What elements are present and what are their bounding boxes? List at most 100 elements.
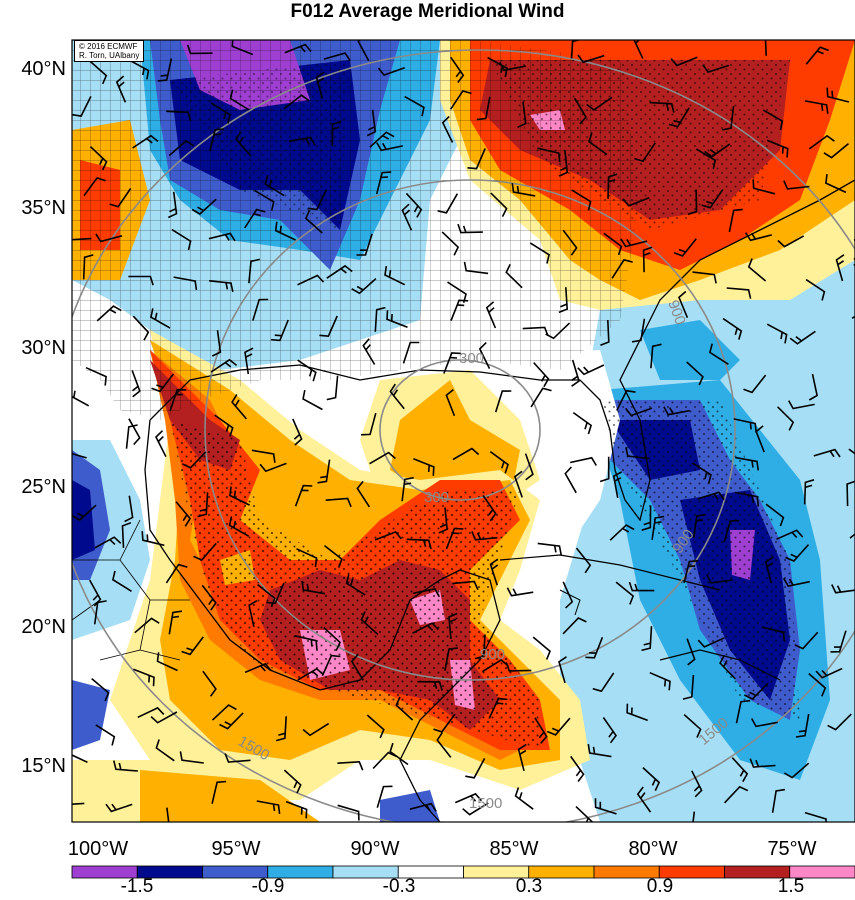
- credit-line-2: R. Torn, UAlbany: [79, 51, 140, 60]
- wind-barb: [697, 491, 725, 501]
- wind-barb: [256, 800, 281, 814]
- wind-barb: [384, 265, 406, 286]
- wind-barb: [437, 193, 459, 214]
- wind-barb: [545, 322, 571, 340]
- wind-barb: [482, 659, 509, 673]
- wind-barb: [789, 330, 816, 345]
- wind-barb: [600, 319, 610, 346]
- wind-barb: [402, 341, 420, 364]
- wind-barb: [485, 301, 497, 329]
- wind-barb: [95, 233, 123, 243]
- wind-barb: [728, 208, 743, 233]
- wind-barb: [612, 471, 622, 499]
- wind-barb: [389, 383, 405, 410]
- map-frame: [71, 39, 855, 823]
- wind-barb: [248, 600, 258, 627]
- wind-barb: [823, 142, 850, 159]
- wind-barb: [683, 560, 699, 584]
- wind-barb: [254, 189, 275, 211]
- wind-barb: [186, 44, 213, 55]
- wind-barb: [151, 373, 175, 393]
- wind-barb: [562, 229, 578, 256]
- wind-barb: [733, 418, 757, 433]
- wind-barb: [374, 306, 386, 332]
- wind-barb: [449, 90, 472, 110]
- wind-barb: [302, 389, 323, 411]
- wind-barb: [813, 448, 841, 458]
- wind-barb: [794, 631, 819, 650]
- wind-barb: [111, 570, 132, 592]
- wind-barb: [571, 189, 592, 211]
- wind-barb: [401, 476, 414, 502]
- wind-barb: [815, 667, 843, 679]
- lon-label-90w: 90°W: [350, 838, 400, 860]
- wind-barb: [155, 739, 175, 762]
- lon-label-80w: 80°W: [628, 838, 678, 860]
- wind-barb: [805, 278, 826, 301]
- wind-barb: [692, 811, 696, 822]
- colorbar-label: 1.5: [777, 876, 805, 897]
- wind-barb: [511, 183, 536, 197]
- wind-barb: [405, 192, 423, 218]
- wind-barb: [406, 538, 432, 550]
- wind-barb: [211, 780, 227, 804]
- wind-barb: [182, 451, 207, 469]
- wind-barb: [401, 203, 413, 231]
- lon-label-95w: 95°W: [211, 838, 261, 860]
- wind-barb: [488, 697, 508, 719]
- wind-barb: [830, 630, 847, 653]
- credit-line-1: © 2016 ECMWF: [79, 42, 138, 51]
- wind-barb: [558, 150, 569, 177]
- wind-barb: [826, 87, 850, 103]
- wind-barb: [132, 134, 159, 149]
- wind-barb: [72, 802, 85, 805]
- wind-barb: [366, 714, 385, 739]
- wind-barb: [197, 492, 209, 518]
- wind-barb: [827, 713, 852, 731]
- wind-barb: [179, 751, 204, 764]
- wind-barb: [109, 188, 132, 208]
- lon-label-85w: 85°W: [489, 838, 539, 860]
- wind-barb: [452, 580, 479, 591]
- wind-barb: [636, 786, 652, 813]
- wind-barb: [448, 612, 458, 639]
- wind-barb: [795, 713, 810, 738]
- wind-barb: [588, 132, 608, 156]
- wind-barb: [783, 577, 810, 587]
- wind-barb: [505, 263, 523, 289]
- wind-barb: [534, 717, 548, 744]
- wind-barb: [438, 507, 448, 534]
- lat-label-30: 30°N: [21, 337, 66, 359]
- wind-barb: [625, 407, 653, 417]
- wind-barb: [366, 109, 377, 137]
- wind-barb: [513, 470, 523, 498]
- wind-barb: [441, 231, 460, 256]
- colorbar-label: -1.5: [120, 876, 154, 897]
- wind-barb: [395, 696, 414, 721]
- wind-barb: [651, 515, 665, 540]
- wind-barb: [337, 804, 360, 821]
- wind-barb: [443, 352, 461, 374]
- wind-barb: [132, 315, 150, 341]
- wind-barb: [201, 584, 217, 611]
- wind-barb: [209, 280, 234, 293]
- wind-barb: [594, 798, 617, 815]
- wind-barb: [641, 505, 652, 531]
- wind-barb: [167, 191, 178, 219]
- wind-barb: [211, 330, 222, 357]
- wind-barb: [155, 430, 167, 458]
- wind-barb: [251, 449, 276, 463]
- wind-barb: [413, 587, 440, 598]
- wind-barb: [514, 787, 534, 810]
- wind-barb: [208, 232, 236, 242]
- wind-barb: [752, 179, 776, 195]
- wind-barb: [750, 718, 778, 728]
- wind-barb: [360, 611, 379, 635]
- wind-barb: [157, 58, 173, 82]
- wind-barb: [761, 626, 785, 642]
- wind-barb: [506, 587, 534, 597]
- wind-barb: [351, 278, 377, 295]
- wind-barb: [562, 581, 574, 609]
- wind-barb: [808, 134, 835, 150]
- wind-barb: [586, 96, 613, 111]
